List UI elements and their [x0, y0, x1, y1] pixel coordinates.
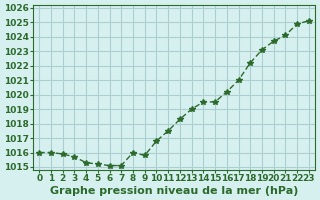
X-axis label: Graphe pression niveau de la mer (hPa): Graphe pression niveau de la mer (hPa) — [50, 186, 298, 196]
